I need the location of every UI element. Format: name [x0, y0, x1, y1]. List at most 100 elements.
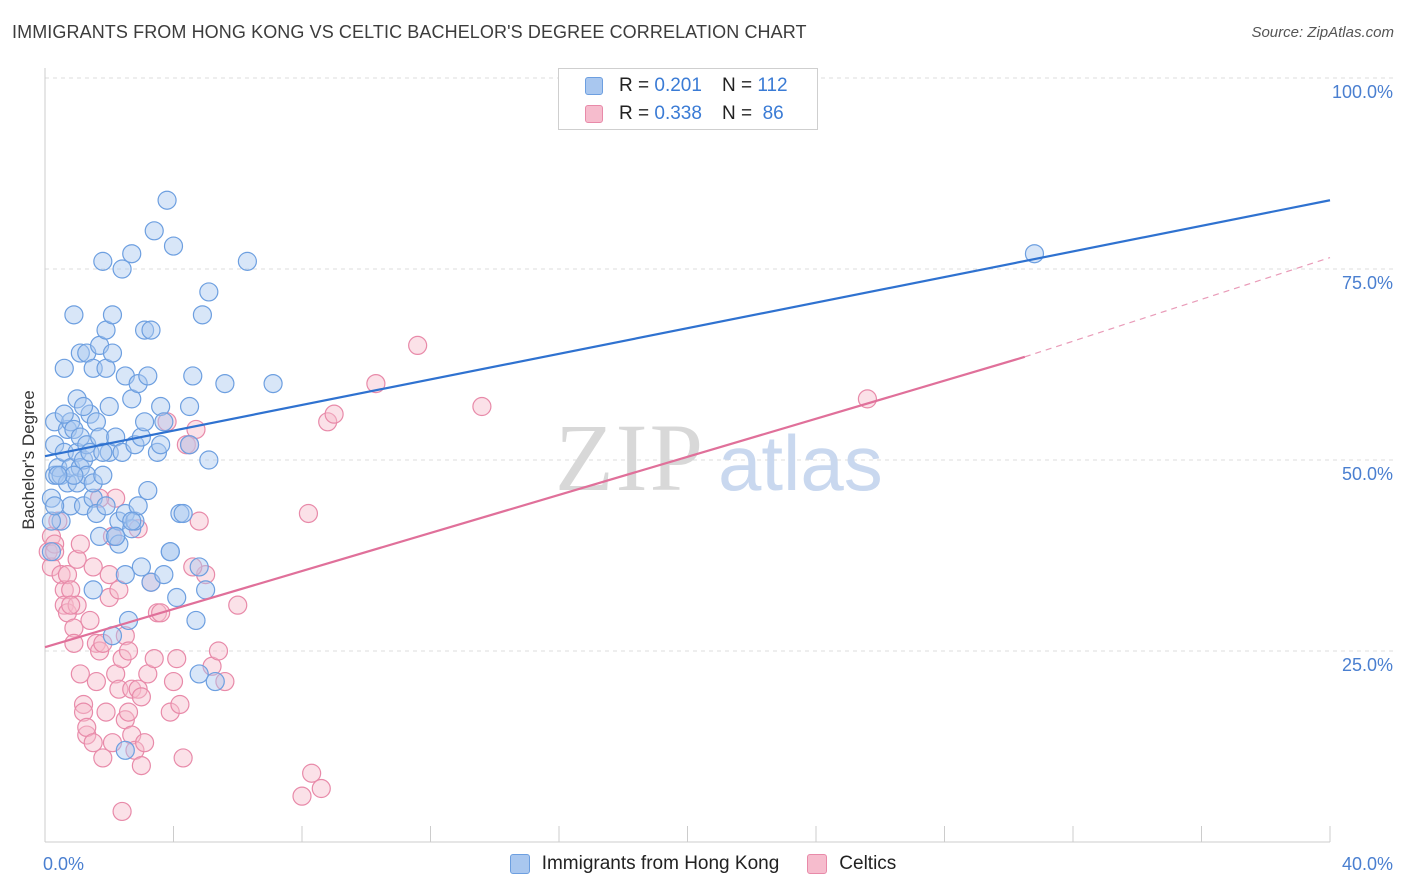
series-label-hong-kong: Immigrants from Hong Kong — [541, 853, 780, 874]
hong-kong-point — [54, 404, 74, 424]
axis-labels: 25.0% 50.0% 75.0% 100.0% 0.0% 40.0% Bachelor's… — [19, 82, 1393, 874]
celtics-point — [83, 557, 103, 577]
hong-kong-point — [144, 221, 164, 241]
hong-kong-point — [45, 496, 65, 516]
celtics-point — [106, 488, 126, 508]
celtics-point — [51, 564, 71, 585]
celtics-point — [857, 389, 878, 409]
celtics-point — [163, 671, 184, 692]
hong-kong-point — [154, 564, 174, 585]
hong-kong-point — [151, 435, 171, 455]
legend-row-hong-kong: R = 0.201 N = 112 — [585, 73, 788, 99]
hong-kong-point — [112, 259, 132, 279]
hong-kong-point — [41, 542, 62, 562]
hong-kong-point — [115, 564, 135, 585]
celtics-point — [131, 687, 151, 707]
hong-kong-point — [70, 343, 90, 363]
legend-r-label: R = — [619, 75, 650, 96]
legend-r-label: R = — [619, 103, 650, 124]
series-legend: Immigrants from Hong Kong Celtics — [0, 852, 1406, 876]
hong-kong-point — [183, 366, 203, 386]
trend-lines — [44, 199, 1331, 649]
celtics-point — [173, 748, 193, 768]
hong-kong-point — [134, 412, 155, 432]
celtics-point — [408, 335, 428, 355]
legend-swatch-blue — [585, 77, 603, 95]
hong-kong-point — [54, 358, 74, 378]
hong-kong-point — [199, 282, 219, 302]
hong-kong-point — [67, 389, 87, 409]
watermark: ZIP atlas — [555, 404, 883, 511]
hong-kong-point — [70, 427, 90, 447]
celtics-point — [118, 641, 139, 661]
hong-kong-point — [102, 343, 123, 363]
hong-kong-point — [141, 320, 161, 340]
celtics-point — [61, 595, 81, 615]
x-tick-label-min: 0.0% — [43, 854, 84, 874]
hong-kong-point — [99, 396, 119, 417]
watermark-atlas: atlas — [718, 419, 883, 507]
celtics-point — [302, 763, 322, 783]
celtics-point — [160, 702, 180, 722]
hong-kong-point — [179, 435, 200, 455]
y-tick-label: 50.0% — [1342, 464, 1393, 484]
celtics-point — [215, 671, 235, 692]
legend-n-value: 86 — [762, 103, 784, 124]
hong-kong-point — [189, 557, 209, 577]
hong-kong-points — [41, 190, 1045, 760]
hong-kong-trend-line — [44, 199, 1331, 458]
celtics-point — [122, 679, 142, 699]
legend-swatch-pink — [585, 105, 603, 123]
series-legend-celtics[interactable]: Celtics — [807, 853, 896, 875]
hong-kong-point — [90, 526, 110, 547]
hong-kong-point — [192, 305, 213, 325]
hong-kong-point — [138, 480, 158, 501]
celtics-point — [77, 725, 97, 745]
hong-kong-point — [96, 496, 116, 516]
celtics-point — [73, 702, 94, 722]
hong-kong-point — [83, 580, 103, 600]
hong-kong-point — [173, 503, 193, 524]
hong-kong-point — [80, 404, 100, 424]
hong-kong-point — [64, 419, 84, 440]
celtics-point — [324, 404, 344, 424]
legend-n-label: N = — [721, 103, 753, 124]
hong-kong-point — [48, 465, 68, 485]
celtics-point — [83, 733, 103, 753]
celtics-point — [73, 694, 94, 715]
hong-kong-point — [86, 503, 107, 524]
celtics-point — [67, 595, 87, 615]
hong-kong-point — [263, 374, 283, 394]
hong-kong-point — [237, 251, 257, 271]
legend-r-value: 0.201 — [654, 75, 702, 96]
hong-kong-point — [186, 610, 206, 631]
celtics-point — [93, 748, 113, 768]
legend-n-value: 112 — [757, 75, 788, 96]
celtics-point — [86, 671, 107, 692]
watermark-zip: ZIP — [555, 404, 705, 511]
correlation-legend: R = 0.201 N = 112 R = 0.338 N = 86 — [558, 68, 818, 130]
celtics-point — [167, 649, 187, 669]
celtics-point — [93, 633, 113, 653]
hong-kong-point — [151, 396, 171, 417]
hong-kong-point — [86, 412, 107, 432]
series-legend-hong-kong[interactable]: Immigrants from Hong Kong — [509, 853, 780, 875]
legend-r-value: 0.338 — [654, 103, 702, 124]
celtics-point — [99, 564, 119, 585]
celtics-point — [99, 587, 119, 608]
celtics-point — [170, 694, 190, 715]
celtics-point — [70, 534, 90, 554]
hong-kong-point — [128, 374, 148, 394]
hong-kong-point — [93, 251, 113, 271]
celtics-trend-extension — [1024, 256, 1331, 358]
chart-title: IMMIGRANTS FROM HONG KONG VS CELTIC BACH… — [12, 22, 807, 42]
celtics-trend-line — [44, 355, 1026, 649]
y-tick-label: 75.0% — [1342, 273, 1393, 293]
celtics-point — [64, 618, 84, 638]
hong-kong-point — [115, 740, 135, 760]
axes — [44, 68, 1331, 843]
celtics-point — [80, 610, 100, 631]
hong-kong-point — [189, 664, 209, 684]
series-swatch-blue — [509, 854, 530, 874]
hong-kong-point — [93, 442, 113, 462]
